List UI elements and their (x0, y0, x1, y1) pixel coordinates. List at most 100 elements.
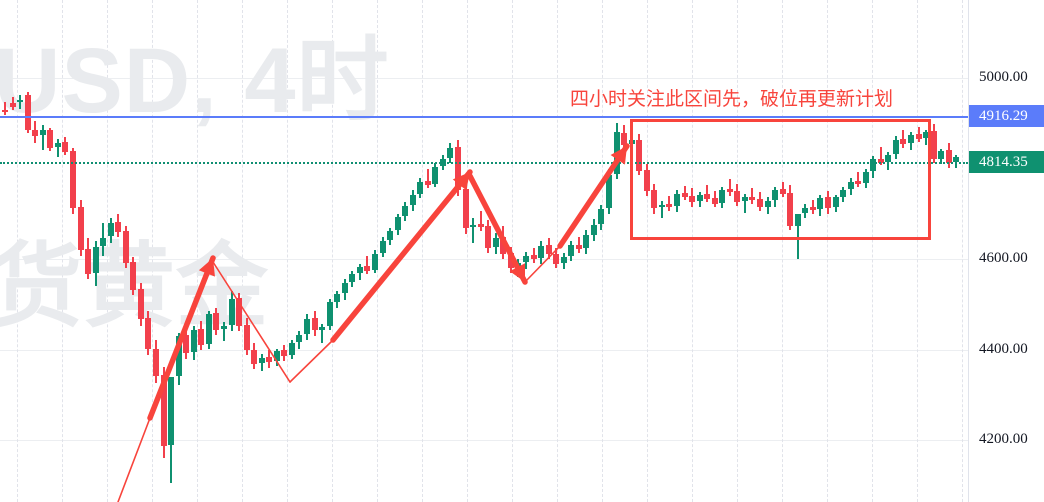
candle-body (364, 266, 371, 271)
candle-body (938, 151, 945, 159)
resistance-price-line[interactable] (0, 115, 968, 118)
candle-body (394, 217, 401, 231)
candle-body (658, 204, 665, 208)
candle-body (538, 246, 545, 259)
candle-body (251, 349, 258, 364)
vertical-gridline (377, 0, 378, 502)
candle-body (107, 222, 114, 237)
candle-body (779, 189, 786, 194)
candle-wick (41, 125, 44, 151)
candle-body (681, 192, 688, 197)
horizontal-gridline (0, 259, 968, 260)
vertical-gridline (962, 0, 963, 502)
candle-wick (811, 200, 814, 214)
last-price-label[interactable]: 4814.35 (969, 151, 1044, 173)
vertical-gridline (422, 0, 423, 502)
horizontal-gridline (0, 349, 968, 351)
candle-body (651, 190, 658, 209)
candle-body (560, 257, 567, 263)
candle-body (704, 193, 711, 200)
candle-body (402, 205, 409, 217)
candle-body (183, 335, 190, 354)
vertical-gridline (332, 0, 333, 502)
candle-body (296, 335, 303, 343)
candle-wick (879, 146, 882, 165)
candle-body (802, 208, 809, 213)
chart-plot-area[interactable]: USD, 4时货黄金四小时关注此区间先，破位再更新计划 (0, 0, 968, 502)
candle-body (824, 197, 831, 209)
candle-body (908, 135, 914, 144)
candle-body (945, 150, 952, 164)
candle-body (877, 158, 884, 164)
candle-body (130, 261, 137, 290)
candle-body (447, 147, 454, 158)
candle-body (175, 335, 182, 376)
candle-wick (660, 201, 663, 219)
candle-body (545, 245, 552, 255)
candle-body (522, 256, 529, 262)
candle-wick (170, 437, 173, 483)
candle-body (568, 245, 575, 257)
vertical-gridline (62, 0, 63, 502)
candle-wick (4, 102, 6, 116)
candle-body (168, 376, 175, 446)
candle-body (772, 190, 779, 201)
candle-body (530, 255, 537, 259)
candle-body (266, 356, 273, 363)
vertical-gridline (602, 0, 603, 502)
candle-wick (479, 211, 482, 231)
trend-arrow-layer (117, 143, 630, 502)
candle-body (575, 244, 582, 250)
candle-body (417, 182, 424, 194)
vertical-gridline (557, 0, 558, 502)
candle-body (711, 198, 718, 204)
candle-body (809, 207, 816, 211)
candle-wick (426, 168, 429, 189)
vertical-gridline (467, 0, 468, 502)
candle-body (243, 325, 250, 351)
candle-body (236, 297, 243, 326)
candle-body (258, 357, 265, 364)
candle-body (69, 151, 76, 209)
watch-range-box[interactable] (630, 118, 931, 241)
resistance-line-label[interactable]: 4916.29 (969, 104, 1044, 127)
candle-body (477, 223, 484, 228)
candle-body (190, 329, 197, 353)
thin-leg-1 (117, 417, 151, 502)
vertical-gridline (107, 0, 108, 502)
vertical-gridline (647, 0, 648, 502)
candle-body (85, 249, 92, 275)
candle-body (432, 166, 439, 184)
candle-body (500, 237, 507, 254)
candle-wick (706, 184, 709, 202)
candle-body (613, 132, 620, 174)
candle-wick (728, 179, 731, 196)
candle-body (153, 348, 159, 376)
candle-body (349, 274, 356, 282)
candle-body (273, 351, 280, 362)
candle-body (462, 189, 469, 229)
candle-wick (743, 193, 746, 213)
price-axis-tick-label: 5000.00 (979, 69, 1028, 85)
vertical-gridline (782, 0, 783, 502)
candle-body (145, 317, 152, 350)
chart-annotation-text: 四小时关注此区间先，破位再更新计划 (570, 89, 894, 110)
candle-body (334, 294, 341, 302)
last-price-line[interactable] (0, 162, 968, 164)
vertical-gridline (287, 0, 288, 502)
horizontal-gridline (0, 440, 968, 441)
vertical-gridline (197, 0, 198, 502)
candle-body (455, 146, 461, 191)
candle-body (862, 172, 869, 183)
vertical-gridline (242, 0, 243, 502)
candle-body (62, 142, 69, 153)
candle-body (77, 207, 84, 250)
vertical-gridline (152, 0, 153, 502)
price-axis-panel[interactable]: 5000.00 4600.00 4400.00 4200.00 4916.29 4814.… (968, 0, 1044, 502)
candle-body (621, 133, 628, 145)
vertical-gridline (917, 0, 918, 502)
candle-body (787, 192, 794, 227)
candle-body (281, 350, 288, 356)
candle-body (39, 129, 46, 135)
candle-body (9, 103, 16, 107)
